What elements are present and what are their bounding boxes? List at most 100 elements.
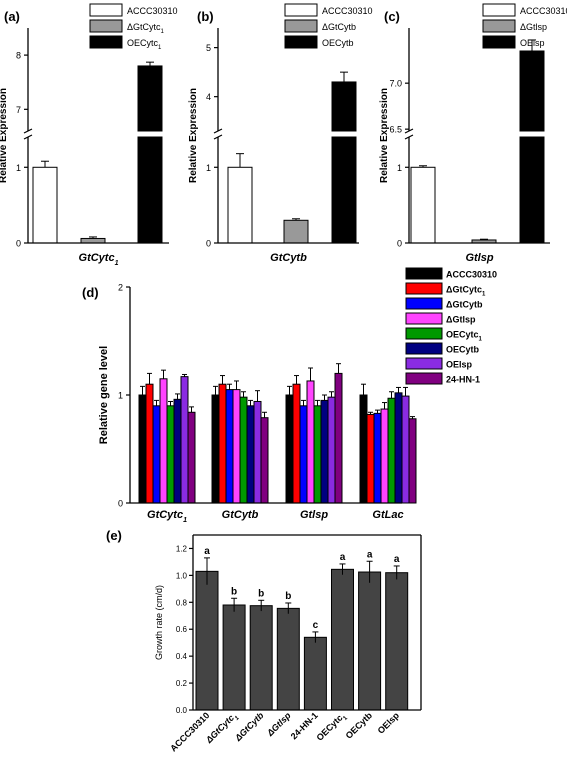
legend-label: OECytc1 bbox=[446, 330, 483, 343]
error-bar bbox=[315, 399, 320, 406]
x-tick-label: ACCC30310 bbox=[168, 710, 211, 753]
significance-letter: b bbox=[231, 586, 237, 597]
error-bar bbox=[161, 369, 166, 379]
legend-swatch bbox=[89, 3, 123, 17]
panel-label: (d) bbox=[82, 285, 99, 300]
legend-swatch bbox=[405, 312, 443, 325]
legend-swatch bbox=[284, 3, 318, 17]
bar bbox=[331, 568, 354, 711]
bar bbox=[359, 394, 368, 504]
panel-label: (a) bbox=[4, 9, 20, 24]
bar bbox=[32, 166, 58, 244]
error-bar bbox=[189, 406, 194, 413]
error-bar bbox=[168, 400, 173, 406]
legend-label: OElsp bbox=[446, 360, 473, 370]
panel-label: (b) bbox=[197, 9, 214, 24]
x-tick-label: Gtlsp bbox=[300, 509, 328, 521]
bar bbox=[211, 394, 220, 504]
legend-label: ΔGtCytb bbox=[446, 300, 483, 310]
bar bbox=[410, 166, 436, 244]
y-tick-label: 0.0 bbox=[176, 706, 188, 715]
error-bar bbox=[339, 563, 346, 575]
legend-swatch bbox=[284, 19, 318, 33]
bar bbox=[253, 400, 262, 504]
error-bar bbox=[262, 411, 267, 418]
error-bar bbox=[294, 375, 299, 385]
legend-label: ACCC30310 bbox=[322, 6, 373, 16]
error-bar bbox=[396, 386, 401, 393]
bar bbox=[366, 413, 375, 504]
legend-swatch bbox=[405, 342, 443, 355]
significance-letter: c bbox=[313, 620, 319, 631]
x-tick-label: ΔGtCytb bbox=[232, 710, 266, 744]
error-bar bbox=[140, 385, 145, 395]
error-bar bbox=[231, 597, 238, 612]
y-axis-label: Growth rate (cm/d) bbox=[154, 585, 164, 660]
legend-label: ACCC30310 bbox=[446, 270, 497, 280]
bar bbox=[137, 136, 163, 244]
bar bbox=[320, 399, 329, 504]
y-axis-label: Relative Expression bbox=[379, 88, 390, 183]
bar bbox=[331, 136, 357, 244]
axis-break-mark bbox=[404, 128, 414, 134]
error-bar bbox=[375, 409, 380, 414]
error-bar bbox=[89, 236, 97, 239]
y-tick-label: 8 bbox=[16, 51, 21, 61]
error-bar bbox=[340, 71, 348, 82]
error-bar bbox=[403, 386, 408, 397]
y-tick-label: 2 bbox=[118, 283, 123, 293]
bar bbox=[249, 605, 273, 711]
x-axis-label: GtCytc1 bbox=[79, 252, 119, 267]
y-tick-label: 6.5 bbox=[389, 125, 402, 135]
legend-label: ΔGtlsp bbox=[520, 22, 547, 32]
bar bbox=[180, 376, 189, 504]
panel-e: (e) a b b b c a a a 0.0 0.2 0.4 0.6 0.8 1.0 1.2 Growth r… bbox=[106, 528, 422, 753]
bar bbox=[299, 405, 308, 504]
bar bbox=[187, 411, 196, 504]
bar bbox=[387, 397, 396, 504]
error-bar bbox=[154, 399, 159, 406]
significance-letter: a bbox=[204, 546, 210, 557]
y-tick-label: 1 bbox=[16, 163, 21, 173]
error-bar bbox=[368, 411, 373, 415]
error-bar bbox=[227, 383, 232, 390]
error-bar bbox=[366, 560, 373, 583]
bar bbox=[519, 136, 545, 244]
y-tick-label: 7.0 bbox=[389, 79, 402, 89]
bar bbox=[303, 636, 327, 711]
legend-label: ΔGtCytb bbox=[322, 22, 356, 32]
bar bbox=[152, 405, 161, 504]
x-tick-label: GtCytc1 bbox=[147, 509, 187, 524]
bar bbox=[145, 383, 154, 504]
bar bbox=[195, 570, 219, 711]
error-bar bbox=[220, 375, 225, 385]
error-bar bbox=[301, 399, 306, 406]
y-tick-label: 1 bbox=[206, 163, 211, 173]
error-bar bbox=[236, 153, 244, 168]
error-bar bbox=[292, 218, 300, 221]
bar bbox=[166, 405, 175, 504]
error-bar bbox=[241, 391, 246, 398]
error-bar bbox=[419, 165, 427, 168]
y-tick-label: 0 bbox=[397, 239, 402, 249]
y-tick-label: 1 bbox=[118, 391, 123, 401]
error-bar bbox=[175, 393, 180, 400]
significance-letter: a bbox=[394, 554, 400, 565]
y-tick-label: 7 bbox=[16, 105, 21, 115]
bar bbox=[276, 607, 300, 711]
legend-swatch bbox=[482, 3, 516, 17]
x-axis-label: Gtlsp bbox=[465, 252, 493, 264]
bar bbox=[285, 394, 294, 504]
significance-letter: a bbox=[367, 549, 373, 560]
y-axis-label: Relative gene level bbox=[98, 346, 110, 444]
y-tick-label: 0 bbox=[16, 239, 21, 249]
x-tick-label: GtLac bbox=[372, 509, 403, 521]
legend-label: ACCC30310 bbox=[520, 6, 567, 16]
bar bbox=[401, 395, 410, 504]
significance-letter: b bbox=[285, 591, 291, 602]
y-tick-label: 4 bbox=[206, 92, 211, 102]
legend-label: ACCC30310 bbox=[127, 6, 178, 16]
panel-a: (a) 0 1 7 8 Relative Expression GtCytc1 ACCC303… bbox=[0, 3, 178, 267]
legend-label: OECytc1 bbox=[127, 38, 162, 51]
